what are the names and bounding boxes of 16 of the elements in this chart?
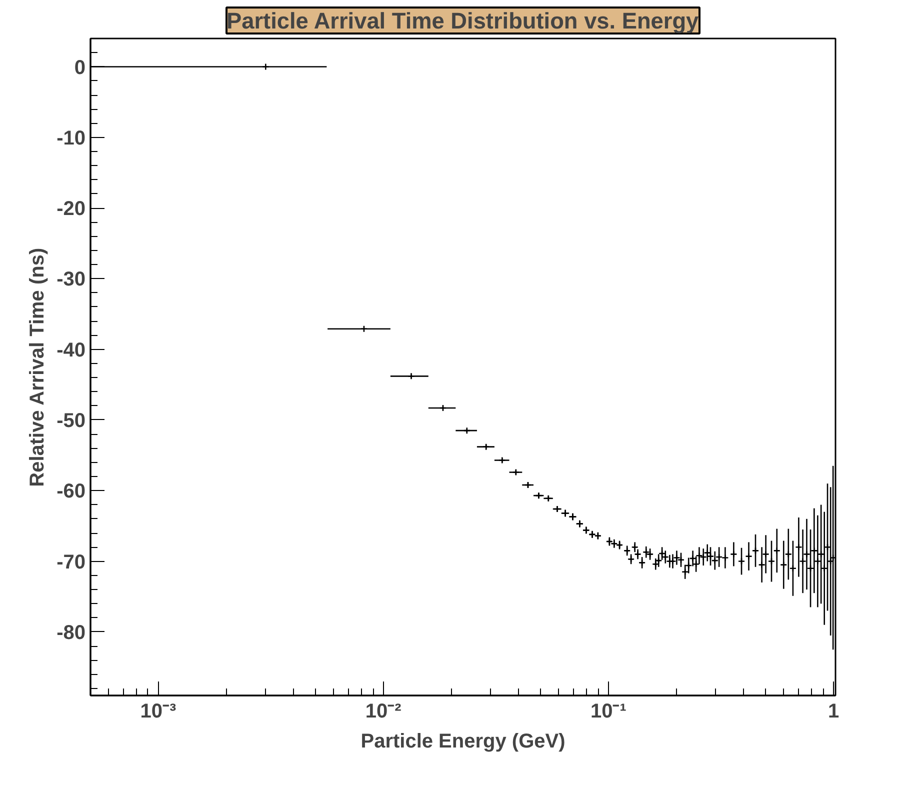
x-axis-title: Particle Energy (GeV) — [360, 730, 566, 752]
y-tick-label: -20 — [56, 198, 86, 220]
y-tick-label: -40 — [56, 339, 86, 362]
x-tick-label: 1 — [828, 700, 840, 722]
x-tick-label: 10⁻¹ — [590, 700, 627, 722]
y-tick-label: -30 — [56, 268, 86, 291]
y-tick-label: -50 — [56, 410, 86, 432]
x-tick-label: 10⁻² — [365, 700, 402, 722]
y-axis-title: Relative Arrival Time (ns) — [26, 248, 49, 487]
chart-title: Particle Arrival Time Distribution vs. Energy — [226, 8, 700, 34]
y-tick-label: -80 — [56, 622, 86, 644]
y-tick-label: -10 — [56, 127, 86, 150]
y-tick-label: -70 — [56, 551, 86, 574]
y-tick-label: 0 — [74, 56, 86, 79]
x-tick-label: 10⁻³ — [140, 700, 177, 722]
y-tick-label: -60 — [56, 480, 86, 503]
